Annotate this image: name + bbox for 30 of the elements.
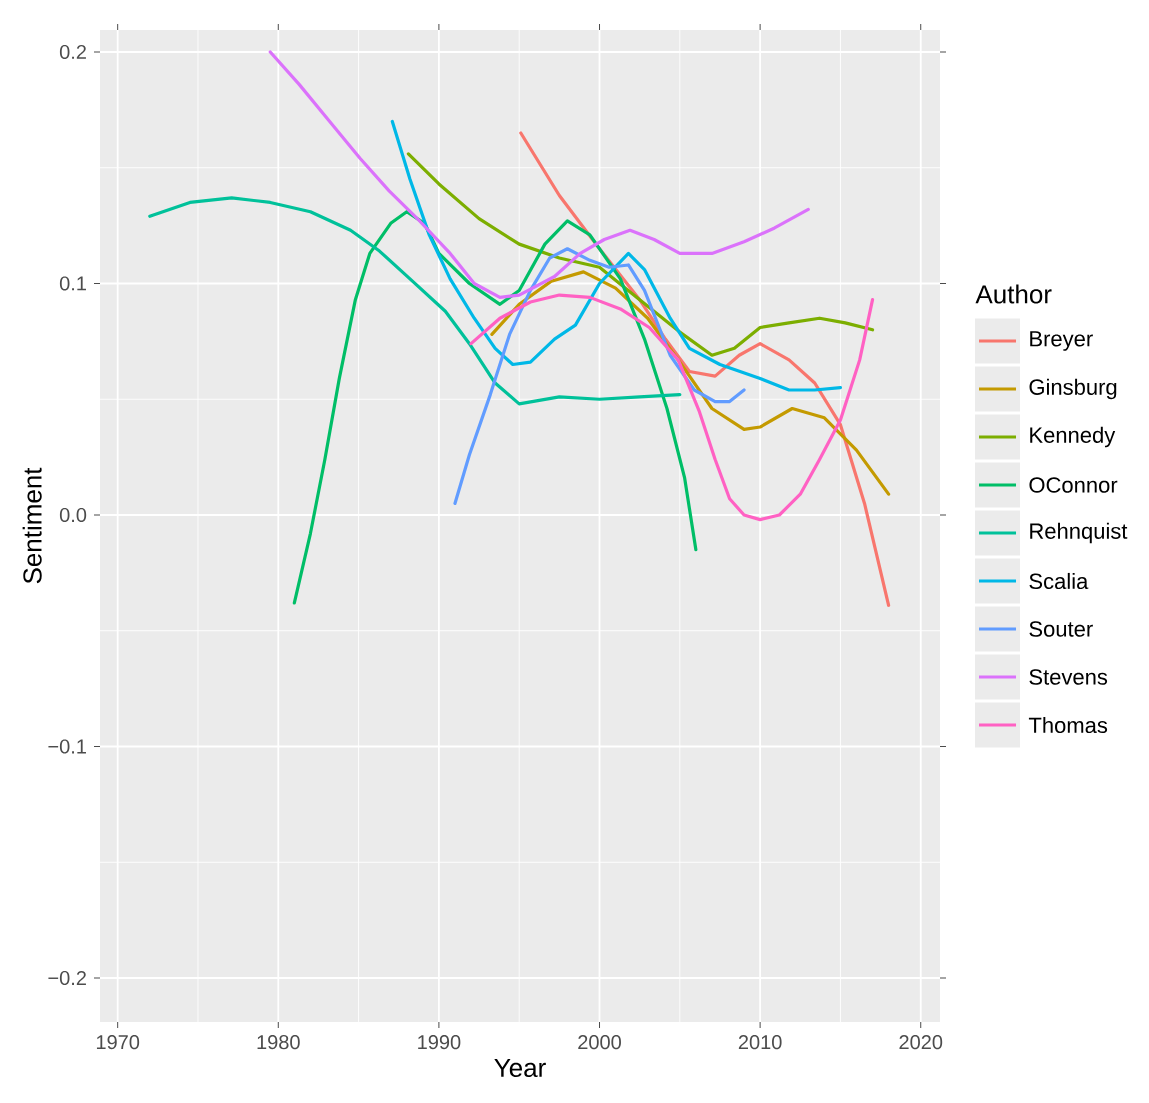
legend-label: Kennedy (1030, 426, 1116, 448)
legend-label: OConnor (1029, 477, 1118, 493)
line-series (406, 152, 875, 357)
line-series (453, 247, 746, 506)
x-tick-label: 2010 (738, 1035, 782, 1050)
legend-label: Thomas (1028, 716, 1108, 734)
line-series (292, 210, 698, 605)
legend-label: Scalia (1029, 572, 1089, 590)
legend-label: Rehnquist (1030, 522, 1128, 544)
y-tick-label: −0.2 (48, 970, 86, 986)
line-series (268, 50, 810, 299)
y-tick-label: 0.2 (59, 44, 86, 60)
legend-label: Souter (1029, 621, 1093, 637)
x-tick-label: 2000 (578, 1035, 621, 1050)
x-tick-label: 1990 (418, 1035, 461, 1050)
y-tick-label: 0.0 (59, 507, 87, 523)
line-series (469, 293, 875, 522)
x-axis-title: Year (494, 1058, 546, 1078)
x-tick-label: 2020 (899, 1035, 943, 1050)
legend-title: Author (975, 284, 1052, 304)
legend-label: Ginsburg (1029, 378, 1117, 400)
legend-label: Breyer (1030, 331, 1093, 351)
y-tick-label: 0.1 (59, 276, 86, 291)
legend-label: Stevens (1029, 669, 1108, 685)
line-series (148, 196, 682, 406)
y-axis-title: Sentiment (22, 467, 42, 584)
x-tick-label: 1980 (257, 1035, 300, 1050)
x-tick-label: 1970 (96, 1035, 140, 1050)
y-tick-label: −0.1 (48, 739, 86, 754)
line-series (390, 119, 843, 392)
